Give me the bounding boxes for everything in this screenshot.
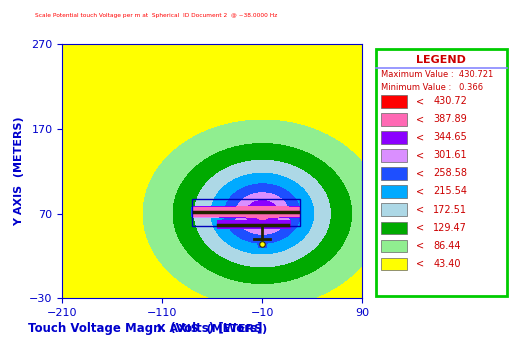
FancyBboxPatch shape: [382, 113, 407, 126]
Text: 172.51: 172.51: [433, 205, 467, 214]
FancyBboxPatch shape: [382, 222, 407, 234]
Text: 215.54: 215.54: [433, 186, 467, 197]
Text: <: <: [415, 241, 424, 251]
FancyBboxPatch shape: [382, 203, 407, 216]
Text: <: <: [415, 205, 424, 214]
Text: 430.72: 430.72: [433, 96, 467, 106]
FancyBboxPatch shape: [376, 49, 507, 296]
Text: 43.40: 43.40: [433, 259, 461, 269]
Text: <: <: [415, 132, 424, 142]
FancyBboxPatch shape: [382, 131, 407, 144]
X-axis label: X AXIS  (METERS): X AXIS (METERS): [157, 324, 267, 334]
Text: <: <: [415, 186, 424, 197]
Text: <: <: [415, 96, 424, 106]
Text: 258.58: 258.58: [433, 169, 467, 178]
Text: 344.65: 344.65: [433, 132, 467, 142]
Text: <: <: [415, 169, 424, 178]
FancyBboxPatch shape: [382, 185, 407, 198]
FancyBboxPatch shape: [382, 149, 407, 162]
Text: LEGEND: LEGEND: [417, 55, 466, 65]
Text: 129.47: 129.47: [433, 223, 467, 233]
Text: <: <: [415, 150, 424, 160]
Text: <: <: [415, 223, 424, 233]
FancyBboxPatch shape: [382, 240, 407, 252]
FancyBboxPatch shape: [382, 95, 407, 108]
Text: 86.44: 86.44: [433, 241, 461, 251]
Text: <: <: [415, 114, 424, 124]
Text: Touch Voltage Magn. (Volts) [Wors]: Touch Voltage Magn. (Volts) [Wors]: [29, 322, 263, 335]
Y-axis label: Y AXIS  (METERS): Y AXIS (METERS): [14, 116, 24, 226]
Text: 387.89: 387.89: [433, 114, 467, 124]
FancyBboxPatch shape: [382, 258, 407, 270]
Text: Minimum Value :   0.366: Minimum Value : 0.366: [382, 83, 484, 92]
Text: Scale Potential touch Voltage per m at  Spherical  ID Document 2  @ ~38.0000 Hz: Scale Potential touch Voltage per m at S…: [35, 13, 277, 18]
FancyBboxPatch shape: [382, 167, 407, 180]
Text: Maximum Value :  430.721: Maximum Value : 430.721: [382, 71, 493, 79]
Text: 301.61: 301.61: [433, 150, 467, 160]
Bar: [192, 199, 301, 226]
Text: <: <: [415, 259, 424, 269]
